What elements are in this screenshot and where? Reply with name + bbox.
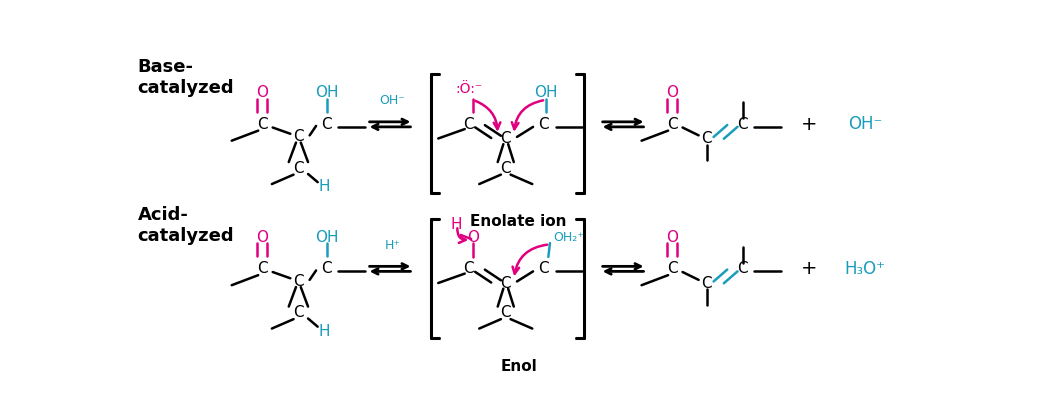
Text: C: C [501,305,511,320]
Text: C: C [737,262,748,276]
Text: H⁺: H⁺ [385,239,400,252]
Text: C: C [321,117,332,132]
Text: C: C [464,117,474,132]
Text: +: + [801,259,817,278]
Text: O: O [467,230,479,245]
Text: H: H [318,179,330,194]
Text: :Ö:⁻: :Ö:⁻ [455,82,482,96]
Text: O: O [256,230,269,245]
Text: C: C [293,305,304,320]
Text: C: C [737,117,748,132]
Text: C: C [701,275,712,290]
Text: O: O [256,85,269,100]
Text: H₃O⁺: H₃O⁺ [844,260,886,278]
Text: OH: OH [534,85,558,100]
Text: C: C [464,262,474,276]
Text: C: C [538,262,549,276]
Text: Acid-
catalyzed: Acid- catalyzed [138,206,234,245]
Text: C: C [501,275,511,290]
Text: Base-
catalyzed: Base- catalyzed [138,58,234,97]
Text: C: C [501,161,511,176]
Text: H: H [450,217,461,233]
Text: +: + [801,115,817,134]
Text: H: H [318,324,330,339]
Text: OH₂⁺: OH₂⁺ [553,231,584,244]
Text: Enol: Enol [500,359,537,374]
Text: OH⁻: OH⁻ [380,94,405,107]
Text: C: C [293,129,304,144]
Text: C: C [701,131,712,146]
Text: O: O [666,230,678,245]
Text: OH: OH [315,230,338,245]
Text: C: C [501,131,511,146]
Text: C: C [538,117,549,132]
Text: C: C [321,262,332,276]
Text: OH: OH [315,85,338,100]
Text: C: C [293,274,304,289]
Text: Enolate ion: Enolate ion [471,214,567,229]
Text: C: C [667,262,677,276]
Text: O: O [666,85,678,100]
Text: C: C [293,161,304,176]
Text: C: C [257,262,268,276]
Text: C: C [257,117,268,132]
Text: C: C [667,117,677,132]
Text: OH⁻: OH⁻ [848,115,882,133]
